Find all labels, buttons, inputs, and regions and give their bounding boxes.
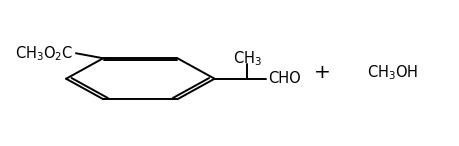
Text: CH$_3$: CH$_3$: [233, 49, 262, 68]
Text: CH$_3$OH: CH$_3$OH: [367, 64, 418, 82]
Text: CHO: CHO: [268, 71, 301, 86]
Text: CH$_3$O$_2$C: CH$_3$O$_2$C: [15, 44, 74, 63]
Text: +: +: [314, 64, 331, 82]
